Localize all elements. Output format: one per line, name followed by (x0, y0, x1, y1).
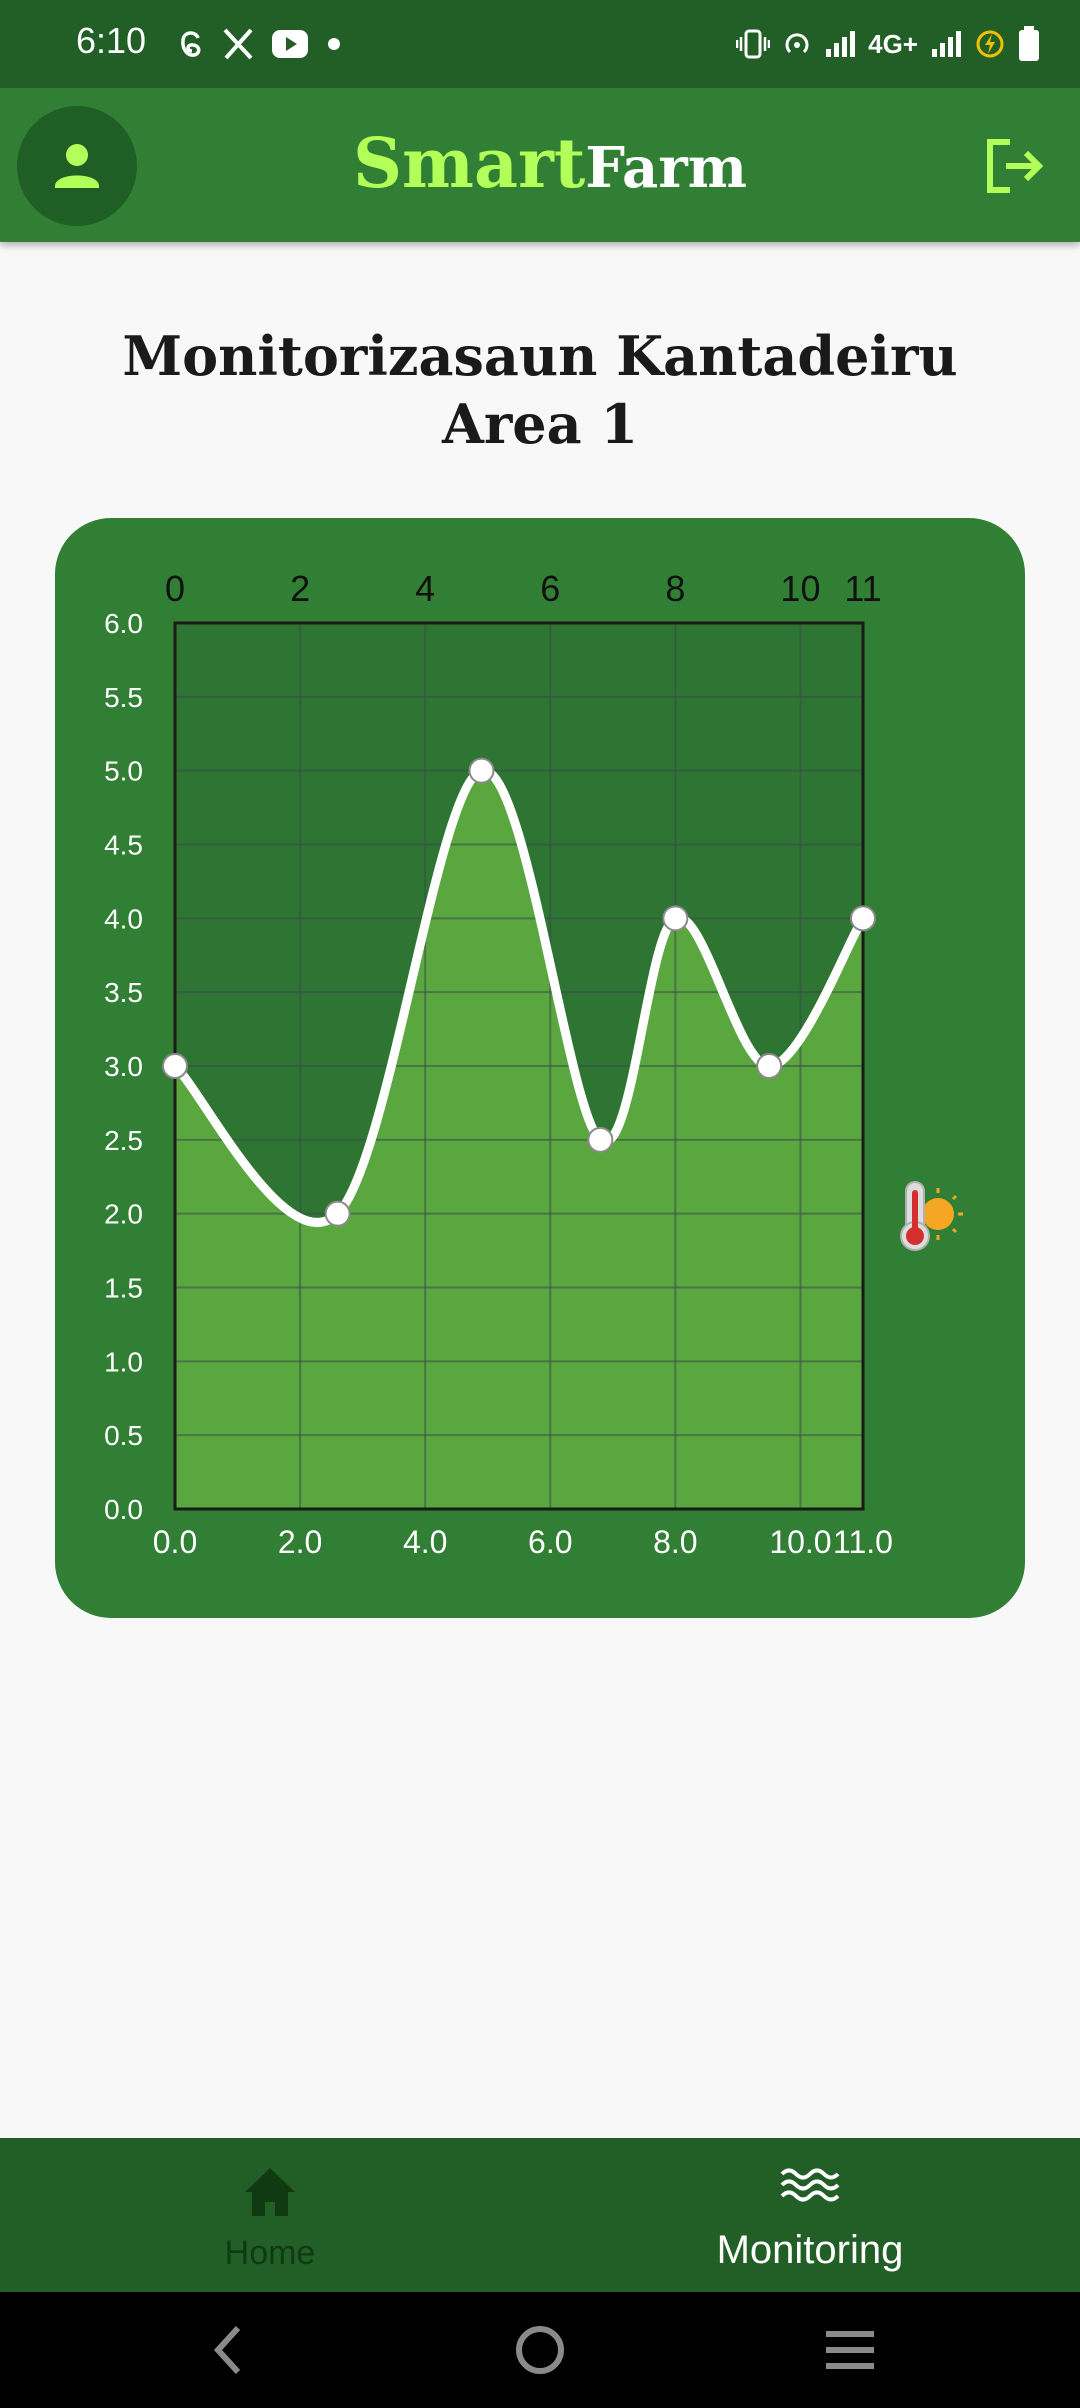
bottom-tick-label: 0.0 (153, 1524, 197, 1560)
person-icon (55, 144, 99, 188)
menu-icon[interactable] (824, 2322, 876, 2378)
network-type-label: 4G+ (868, 28, 918, 59)
nav-label-home: Home (224, 2234, 316, 2272)
home-icon (245, 2168, 295, 2216)
youtube-icon (272, 30, 308, 58)
y-tick-label: 6.0 (104, 608, 143, 639)
page-title-line2: Area 1 (441, 392, 639, 456)
y-tick-label: 0.5 (104, 1420, 143, 1451)
bottom-nav: Home Monitoring (0, 2138, 1080, 2292)
bottom-tick-label: 8.0 (653, 1524, 697, 1560)
y-tick-label: 5.5 (104, 682, 143, 713)
y-tick-label: 3.0 (104, 1051, 143, 1082)
y-tick-label: 5.0 (104, 756, 143, 787)
bottom-tick-label: 11.0 (833, 1524, 893, 1560)
chart-card: 0 2 4 6 8 10 11 0.0 2.0 4.0 6.0 8.0 10.0 11.0 0.0 0.5 1.… (55, 518, 1025, 1618)
brand-farm: Farm (585, 135, 748, 201)
bottom-tick-label: 2.0 (278, 1524, 322, 1560)
data-point (162, 1053, 188, 1079)
data-point (756, 1053, 783, 1079)
logout-icon (987, 139, 1044, 193)
top-tick-label: 4 (415, 568, 435, 609)
bottom-tick-label: 6.0 (528, 1524, 572, 1560)
brand-smart: Smart (352, 124, 586, 204)
signal-icon (932, 31, 961, 57)
app-bar: SmartFarm (0, 88, 1080, 242)
app-brand: SmartFarm (0, 124, 1080, 204)
back-icon[interactable] (210, 2322, 246, 2378)
y-tick-label: 3.5 (104, 977, 143, 1008)
y-tick-label: 1.0 (104, 1346, 143, 1377)
top-tick-label: 6 (540, 568, 560, 609)
y-tick-label: 4.5 (104, 830, 143, 861)
logout-button[interactable] (982, 134, 1046, 198)
status-time: 6:10 (76, 20, 147, 61)
bottom-tick-label: 4.0 (403, 1524, 447, 1560)
data-point (662, 905, 689, 932)
data-point (324, 1200, 351, 1227)
top-tick-label: 10 (780, 568, 820, 609)
top-tick-label: 8 (665, 568, 685, 609)
y-tick-label: 2.5 (104, 1125, 143, 1156)
data-point (587, 1126, 614, 1153)
page-title-line1: Monitorizasaun Kantadeiru (122, 324, 958, 388)
data-point (850, 905, 876, 932)
bottom-tick-label: 10.0 (769, 1524, 831, 1560)
y-tick-label: 4.0 (104, 903, 143, 934)
waves-icon (780, 2168, 840, 2202)
top-tick-label: 2 (290, 568, 310, 609)
x-icon (223, 28, 253, 60)
battery-icon (1019, 26, 1039, 61)
profile-button[interactable] (17, 106, 137, 226)
battery-saver-icon (976, 30, 1004, 58)
temperature-chart: 0 2 4 6 8 10 11 0.0 2.0 4.0 6.0 8.0 10.0 11.0 0.0 0.5 1.… (104, 568, 893, 1560)
thermometer-sun-icon (900, 1181, 963, 1251)
vibrate-icon (736, 29, 771, 59)
dot-icon (328, 38, 340, 50)
y-tick-label: 0.0 (104, 1494, 143, 1525)
nav-label-monitoring: Monitoring (716, 2228, 904, 2272)
y-tick-label: 1.5 (104, 1273, 143, 1304)
top-tick-label: 11 (844, 568, 881, 609)
data-point (468, 757, 495, 784)
page-title: Monitorizasaun Kantadeiru Area 1 (0, 322, 1080, 458)
hotspot-icon (785, 33, 809, 54)
signal-icon (826, 31, 856, 57)
nav-item-monitoring[interactable]: Monitoring (540, 2138, 1080, 2292)
nav-item-home[interactable]: Home (0, 2138, 540, 2292)
y-tick-label: 2.0 (104, 1199, 143, 1230)
threads-icon (181, 31, 201, 57)
system-nav-bar (0, 2292, 1080, 2408)
home-circle-icon[interactable] (514, 2322, 566, 2378)
status-bar: 6:10 4G+ (0, 0, 1080, 88)
top-tick-label: 0 (165, 568, 185, 609)
